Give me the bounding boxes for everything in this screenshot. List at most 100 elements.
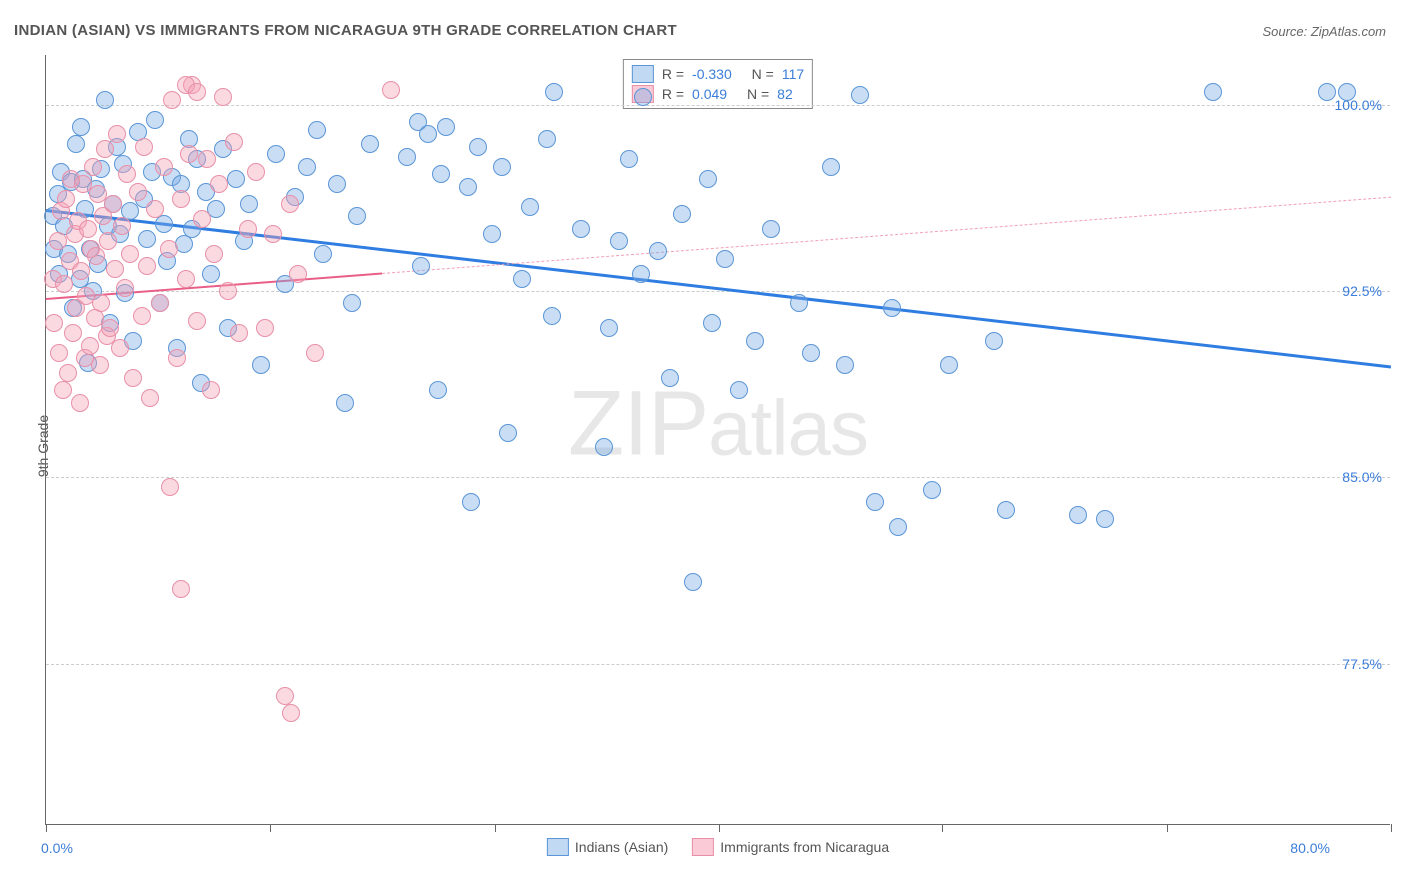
data-point-indians xyxy=(997,501,1015,519)
data-point-indians xyxy=(96,91,114,109)
data-point-indians xyxy=(513,270,531,288)
data-point-nicaragua xyxy=(54,381,72,399)
data-point-indians xyxy=(521,198,539,216)
data-point-nicaragua xyxy=(172,580,190,598)
data-point-nicaragua xyxy=(135,138,153,156)
y-tick-label: 92.5% xyxy=(1342,283,1382,299)
data-point-nicaragua xyxy=(230,324,248,342)
swatch-indians-icon xyxy=(632,65,654,83)
data-point-indians xyxy=(746,332,764,350)
data-point-indians xyxy=(923,481,941,499)
data-point-indians xyxy=(336,394,354,412)
data-point-indians xyxy=(790,294,808,312)
data-point-indians xyxy=(600,319,618,337)
n-value-nicaragua: 82 xyxy=(777,86,793,102)
data-point-nicaragua xyxy=(282,704,300,722)
data-point-nicaragua xyxy=(219,282,237,300)
data-point-nicaragua xyxy=(138,257,156,275)
data-point-indians xyxy=(836,356,854,374)
data-point-nicaragua xyxy=(276,687,294,705)
data-point-indians xyxy=(985,332,1003,350)
data-point-nicaragua xyxy=(92,294,110,312)
data-point-indians xyxy=(703,314,721,332)
correlation-legend: R = -0.330 N = 117 R = 0.049 N = 82 xyxy=(623,59,813,109)
data-point-nicaragua xyxy=(133,307,151,325)
r-label: R = xyxy=(662,66,684,82)
data-point-nicaragua xyxy=(210,175,228,193)
data-point-indians xyxy=(202,265,220,283)
data-point-indians xyxy=(469,138,487,156)
data-point-indians xyxy=(398,148,416,166)
data-point-nicaragua xyxy=(180,145,198,163)
data-point-indians xyxy=(889,518,907,536)
data-point-indians xyxy=(429,381,447,399)
data-point-nicaragua xyxy=(306,344,324,362)
data-point-indians xyxy=(138,230,156,248)
r-value-indians: -0.330 xyxy=(692,66,732,82)
source-attribution: Source: ZipAtlas.com xyxy=(1262,24,1386,39)
data-point-nicaragua xyxy=(205,245,223,263)
data-point-nicaragua xyxy=(160,240,178,258)
data-point-nicaragua xyxy=(96,140,114,158)
data-point-indians xyxy=(634,88,652,106)
data-point-nicaragua xyxy=(72,262,90,280)
data-point-indians xyxy=(146,111,164,129)
data-point-indians xyxy=(1096,510,1114,528)
data-point-nicaragua xyxy=(106,260,124,278)
x-tick xyxy=(46,824,47,832)
data-point-indians xyxy=(67,135,85,153)
data-point-nicaragua xyxy=(101,319,119,337)
data-point-indians xyxy=(419,125,437,143)
n-label: N = xyxy=(752,66,774,82)
legend-label-indians: Indians (Asian) xyxy=(575,839,668,855)
data-point-indians xyxy=(595,438,613,456)
chart-container: INDIAN (ASIAN) VS IMMIGRANTS FROM NICARA… xyxy=(0,0,1406,892)
data-point-nicaragua xyxy=(87,247,105,265)
gridline xyxy=(46,664,1390,665)
x-tick xyxy=(942,824,943,832)
data-point-nicaragua xyxy=(264,225,282,243)
legend-row-indians: R = -0.330 N = 117 xyxy=(632,64,804,84)
data-point-indians xyxy=(499,424,517,442)
data-point-indians xyxy=(361,135,379,153)
data-point-nicaragua xyxy=(247,163,265,181)
data-point-indians xyxy=(348,207,366,225)
data-point-nicaragua xyxy=(177,270,195,288)
r-value-nicaragua: 0.049 xyxy=(692,86,727,102)
data-point-indians xyxy=(240,195,258,213)
data-point-indians xyxy=(252,356,270,374)
data-point-indians xyxy=(802,344,820,362)
n-label: N = xyxy=(747,86,769,102)
y-tick-label: 85.0% xyxy=(1342,469,1382,485)
legend-item-indians: Indians (Asian) xyxy=(547,838,668,856)
data-point-indians xyxy=(545,83,563,101)
series-legend: Indians (Asian) Immigrants from Nicaragu… xyxy=(547,838,889,856)
data-point-nicaragua xyxy=(256,319,274,337)
data-point-indians xyxy=(314,245,332,263)
data-point-indians xyxy=(661,369,679,387)
data-point-indians xyxy=(412,257,430,275)
data-point-nicaragua xyxy=(124,369,142,387)
data-point-nicaragua xyxy=(161,478,179,496)
data-point-indians xyxy=(572,220,590,238)
data-point-indians xyxy=(1204,83,1222,101)
data-point-nicaragua xyxy=(188,83,206,101)
data-point-nicaragua xyxy=(214,88,232,106)
data-point-indians xyxy=(684,573,702,591)
data-point-indians xyxy=(730,381,748,399)
data-point-indians xyxy=(940,356,958,374)
data-point-indians xyxy=(620,150,638,168)
data-point-indians xyxy=(610,232,628,250)
data-point-nicaragua xyxy=(45,314,63,332)
data-point-nicaragua xyxy=(108,125,126,143)
data-point-nicaragua xyxy=(57,190,75,208)
x-tick xyxy=(495,824,496,832)
data-point-nicaragua xyxy=(172,190,190,208)
data-point-indians xyxy=(543,307,561,325)
data-point-nicaragua xyxy=(50,344,68,362)
data-point-nicaragua xyxy=(55,275,73,293)
data-point-indians xyxy=(716,250,734,268)
data-point-indians xyxy=(649,242,667,260)
data-point-indians xyxy=(432,165,450,183)
x-tick xyxy=(1167,824,1168,832)
